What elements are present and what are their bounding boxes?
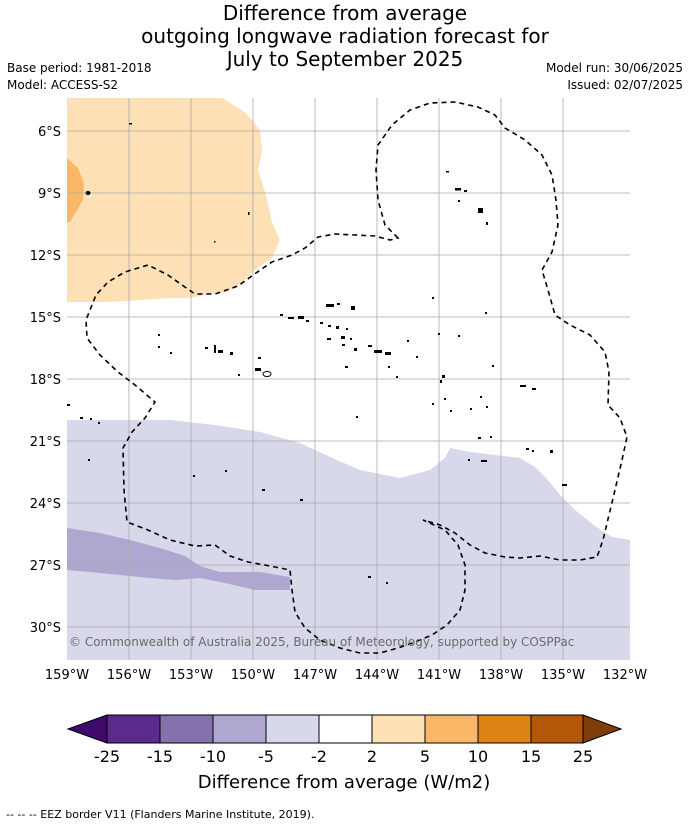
lon-label-159w: 159°W [45,668,89,683]
anomaly-region-neg5 [67,528,290,590]
colorbar-tick-2: -15 [147,747,173,766]
base-period: Base period: 1981-2018 [7,61,152,75]
anomaly-region-neg2 [67,420,630,660]
colorbar-seg-3 [212,714,267,744]
colorbar-seg-8 [477,714,532,744]
island-outlines [85,191,272,377]
colorbar-seg-4 [265,714,320,744]
colorbar-label: Difference from average (W/m2) [198,772,490,793]
colorbar-seg-2 [159,714,214,744]
lon-label-156w: 156°W [107,668,151,683]
lat-label-12s: 12°S [30,249,61,264]
lat-label-9s: 9°S [38,187,61,202]
meta-left: Base period: 1981-2018 Model: ACCESS-S2 [7,60,152,94]
model-name: Model: ACCESS-S2 [7,78,119,92]
eez-footnote: -- -- -- EEZ border V11 (Flanders Marine… [6,808,315,821]
lat-label-15s: 15°S [30,311,61,326]
anomaly-region-pos5 [67,158,84,222]
colorbar-seg-6 [371,714,426,744]
lat-label-21s: 21°S [30,435,61,450]
colorbar [66,714,623,744]
lat-label-18s: 18°S [30,373,61,388]
lon-label-144w: 144°W [355,668,399,683]
colorbar-seg-7 [424,714,479,744]
islands [67,123,567,584]
colorbar-seg-5 [318,714,373,744]
lat-labels: 6°S 9°S 12°S 15°S 18°S 21°S 24°S 27°S 30… [30,125,61,636]
title-line-2: outgoing longwave radiation forecast for [141,24,549,48]
map-panel: © Commonwealth of Australia 2025, Bureau… [67,98,630,660]
title-line-1: Difference from average [222,1,468,25]
meta-right: Model run: 30/06/2025 Issued: 02/07/2025 [546,60,683,94]
lon-labels: 159°W 156°W 153°W 150°W 147°W 144°W 141°… [45,668,647,683]
lon-label-138w: 138°W [479,668,523,683]
colorbar-tick-10: 25 [573,747,593,766]
lat-label-24s: 24°S [30,497,61,512]
anomaly-region-pos2 [67,98,280,302]
lat-label-6s: 6°S [38,125,61,140]
lon-label-150w: 150°W [231,668,275,683]
colorbar-seg-9 [530,714,584,744]
colorbar-tick-9: 15 [521,747,541,766]
colorbar-ticks: -25 -15 -10 -5 -2 2 5 10 15 25 [94,747,593,766]
colorbar-tick-6: 2 [367,747,377,766]
colorbar-tick-7: 5 [420,747,430,766]
lon-label-141w: 141°W [417,668,461,683]
colorbar-tick-8: 10 [468,747,488,766]
colorbar-tick-4: -5 [258,747,274,766]
eez-border [85,101,628,654]
lon-label-135w: 135°W [541,668,585,683]
issued-date: Issued: 02/07/2025 [567,78,683,92]
lat-label-27s: 27°S [30,559,61,574]
lon-label-147w: 147°W [293,668,337,683]
model-run: Model run: 30/06/2025 [545,61,683,75]
title-line-3: July to September 2025 [226,47,464,71]
anomaly-gap [550,460,592,474]
lon-label-153w: 153°W [169,668,213,683]
colorbar-tick-5: -2 [311,747,327,766]
copyright-text: © Commonwealth of Australia 2025, Bureau… [69,635,574,649]
colorbar-arrow-min [66,714,108,744]
map-gridlines [67,98,630,660]
lat-label-30s: 30°S [30,621,61,636]
colorbar-arrow-max [582,714,623,744]
colorbar-seg-1 [106,714,161,744]
lon-label-132w: 132°W [603,668,647,683]
colorbar-tick-3: -10 [200,747,226,766]
map-title: Difference from average outgoing longwav… [0,2,690,71]
colorbar-tick-1: -25 [94,747,120,766]
